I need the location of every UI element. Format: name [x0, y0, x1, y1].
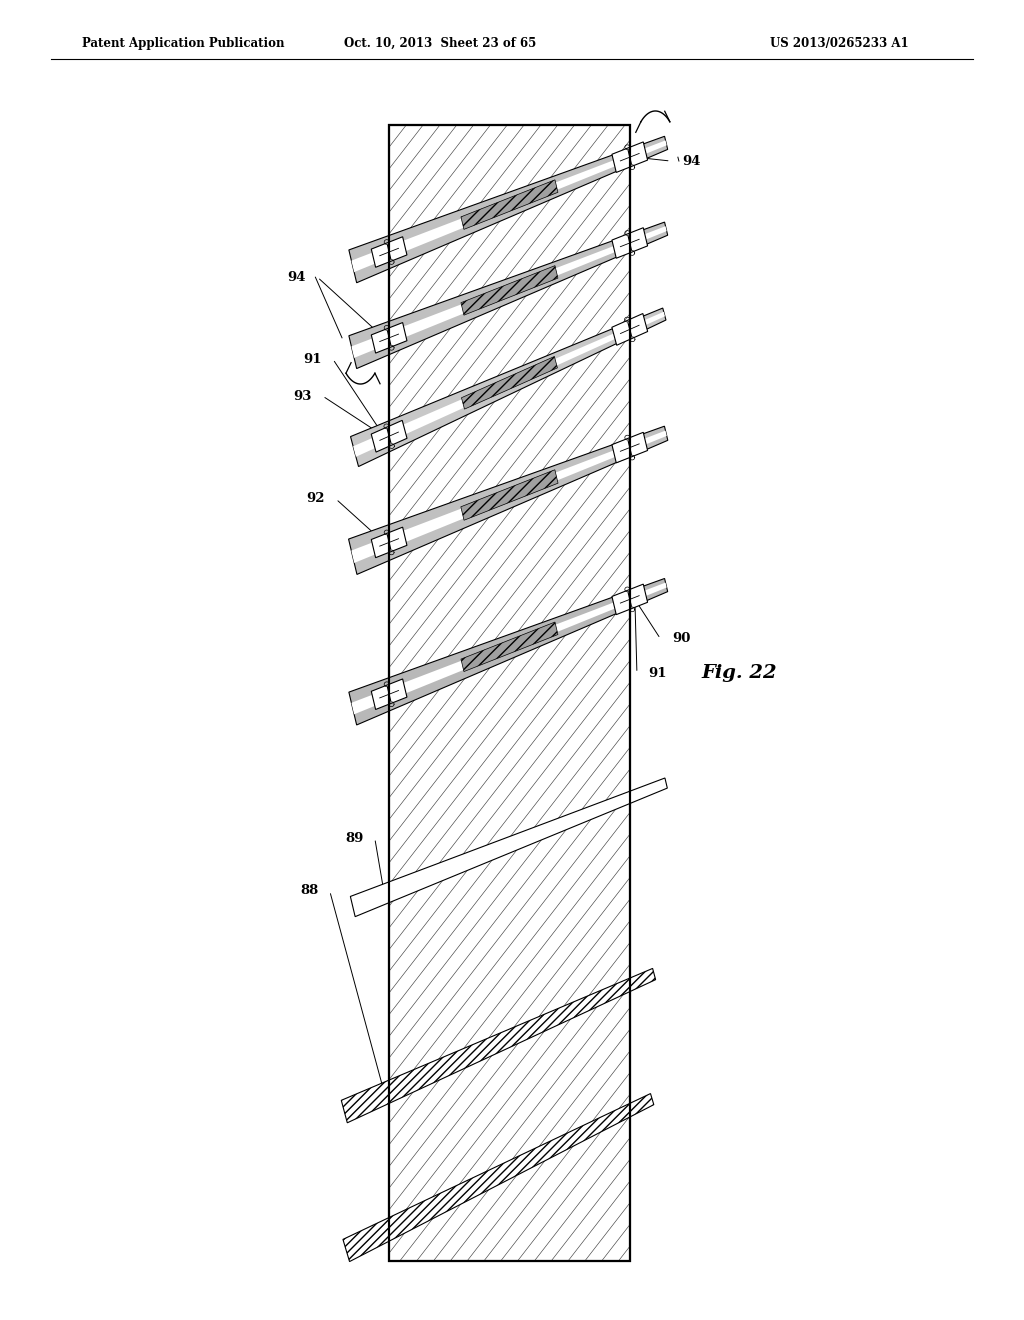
- Polygon shape: [372, 527, 407, 557]
- Polygon shape: [612, 228, 647, 259]
- Polygon shape: [461, 622, 558, 672]
- Polygon shape: [612, 585, 647, 615]
- Text: US 2013/0265233 A1: US 2013/0265233 A1: [770, 37, 909, 50]
- Text: 94: 94: [682, 154, 700, 168]
- Polygon shape: [461, 265, 558, 315]
- Text: 92: 92: [306, 492, 325, 506]
- Text: 88: 88: [300, 884, 318, 898]
- Text: 90: 90: [672, 632, 690, 645]
- Bar: [389, 125, 630, 1261]
- Bar: [389, 125, 630, 1261]
- Text: Oct. 10, 2013  Sheet 23 of 65: Oct. 10, 2013 Sheet 23 of 65: [344, 37, 537, 50]
- Polygon shape: [343, 1093, 653, 1262]
- Polygon shape: [372, 322, 407, 352]
- Polygon shape: [351, 430, 667, 562]
- Polygon shape: [341, 969, 655, 1123]
- Polygon shape: [349, 136, 668, 282]
- Bar: [389, 125, 630, 1261]
- Polygon shape: [350, 308, 666, 466]
- Text: 89: 89: [345, 832, 364, 845]
- Polygon shape: [372, 420, 407, 451]
- Polygon shape: [461, 180, 558, 230]
- Polygon shape: [350, 777, 668, 916]
- Polygon shape: [612, 433, 647, 463]
- Polygon shape: [353, 312, 665, 457]
- Polygon shape: [612, 143, 647, 173]
- Text: 94: 94: [288, 271, 306, 284]
- Text: 93: 93: [293, 389, 311, 403]
- Polygon shape: [349, 578, 668, 725]
- Polygon shape: [612, 314, 647, 346]
- Text: 91: 91: [303, 352, 322, 366]
- Text: Fig. 22: Fig. 22: [701, 664, 777, 682]
- Polygon shape: [351, 140, 667, 272]
- Polygon shape: [372, 678, 407, 709]
- Polygon shape: [348, 426, 668, 574]
- Polygon shape: [351, 226, 667, 358]
- Text: Patent Application Publication: Patent Application Publication: [82, 37, 285, 50]
- Polygon shape: [461, 470, 558, 520]
- Polygon shape: [372, 236, 407, 267]
- Polygon shape: [351, 582, 667, 714]
- Polygon shape: [349, 222, 668, 368]
- Text: 91: 91: [648, 667, 667, 680]
- Polygon shape: [462, 356, 557, 409]
